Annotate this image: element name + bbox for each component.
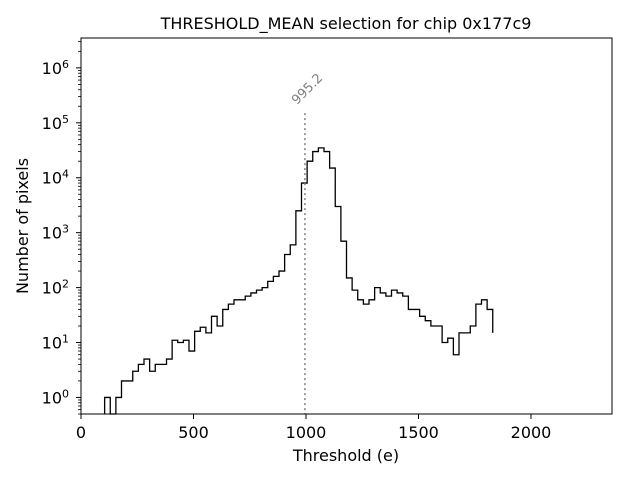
y-tick-exponent: 3 (62, 222, 69, 235)
x-tick-label: 500 (178, 423, 209, 442)
histogram-series (103, 147, 494, 415)
y-tick-label: 105 (42, 112, 69, 133)
y-tick-base: 10 (42, 224, 62, 243)
y-tick-label: 106 (42, 57, 69, 78)
histogram-step-line (103, 147, 494, 415)
x-tick-label: 1500 (398, 423, 439, 442)
axes-frame-top (80, 37, 613, 415)
y-tick-exponent: 1 (62, 332, 69, 345)
y-tick-exponent: 5 (62, 112, 69, 125)
y-tick-exponent: 6 (62, 57, 69, 70)
y-tick-base: 10 (42, 114, 62, 133)
y-tick-base: 10 (42, 59, 62, 78)
y-axis-label: Number of pixels (13, 158, 32, 294)
y-tick-exponent: 0 (62, 387, 69, 400)
y-tick-base: 10 (42, 388, 62, 407)
chart-title: THRESHOLD_MEAN selection for chip 0x177c… (160, 14, 532, 34)
y-tick-label: 103 (42, 222, 69, 243)
x-tick-label: 1000 (286, 423, 327, 442)
y-tick-exponent: 2 (62, 277, 69, 290)
y-tick-label: 100 (42, 387, 69, 408)
y-tick-label: 104 (42, 167, 69, 188)
y-tick-label: 101 (42, 332, 69, 353)
x-axis-ticks: 0 500 1000 1500 2000 (76, 414, 551, 442)
x-tick-label: 2000 (511, 423, 552, 442)
x-axis-label: Threshold (e) (292, 446, 399, 465)
x-tick-label: 0 (76, 423, 86, 442)
y-tick-base: 10 (42, 169, 62, 188)
y-tick-label: 102 (42, 277, 69, 298)
y-tick-exponent: 4 (62, 167, 69, 180)
y-tick-base: 10 (42, 279, 62, 298)
y-tick-base: 10 (42, 334, 62, 353)
